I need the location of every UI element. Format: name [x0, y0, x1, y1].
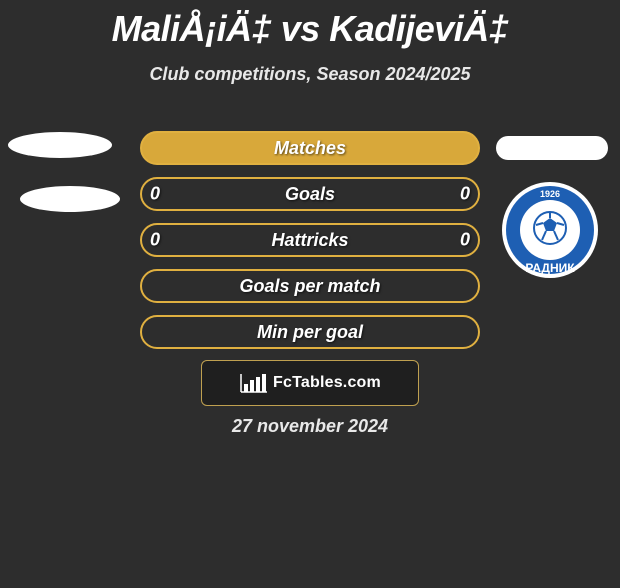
stat-label: Min per goal: [257, 322, 363, 343]
branding-text: FcTables.com: [273, 374, 381, 392]
stat-row: 22Matches: [0, 125, 620, 171]
page-title: MaliÅ¡iÄ‡ vs KadijeviÄ‡: [0, 8, 620, 50]
stat-row: Goals per match: [0, 263, 620, 309]
stat-label: Goals per match: [239, 276, 380, 297]
stat-row: 00Goals: [0, 171, 620, 217]
bar-chart-icon: [239, 372, 269, 394]
stat-label: Goals: [285, 184, 335, 205]
stat-bar: Min per goal: [140, 315, 480, 349]
stat-label: Hattricks: [271, 230, 348, 251]
stat-bar: Goals: [140, 177, 480, 211]
page-subtitle: Club competitions, Season 2024/2025: [0, 64, 620, 85]
stat-label: Matches: [274, 138, 346, 159]
stat-bar: Hattricks: [140, 223, 480, 257]
stat-row: Min per goal: [0, 309, 620, 355]
stat-bar: Matches: [140, 131, 480, 165]
stats-rows: 22Matches00Goals00Hattricks Goals per mat…: [0, 125, 620, 355]
stat-row: 00Hattricks: [0, 217, 620, 263]
snapshot-date: 27 november 2024: [0, 416, 620, 437]
branding-pill[interactable]: FcTables.com: [201, 360, 419, 406]
stat-bar: Goals per match: [140, 269, 480, 303]
